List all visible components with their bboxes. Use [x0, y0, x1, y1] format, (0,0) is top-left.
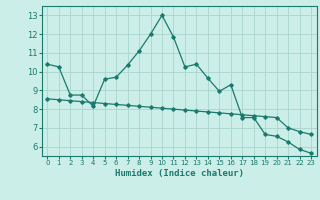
X-axis label: Humidex (Indice chaleur): Humidex (Indice chaleur) — [115, 169, 244, 178]
